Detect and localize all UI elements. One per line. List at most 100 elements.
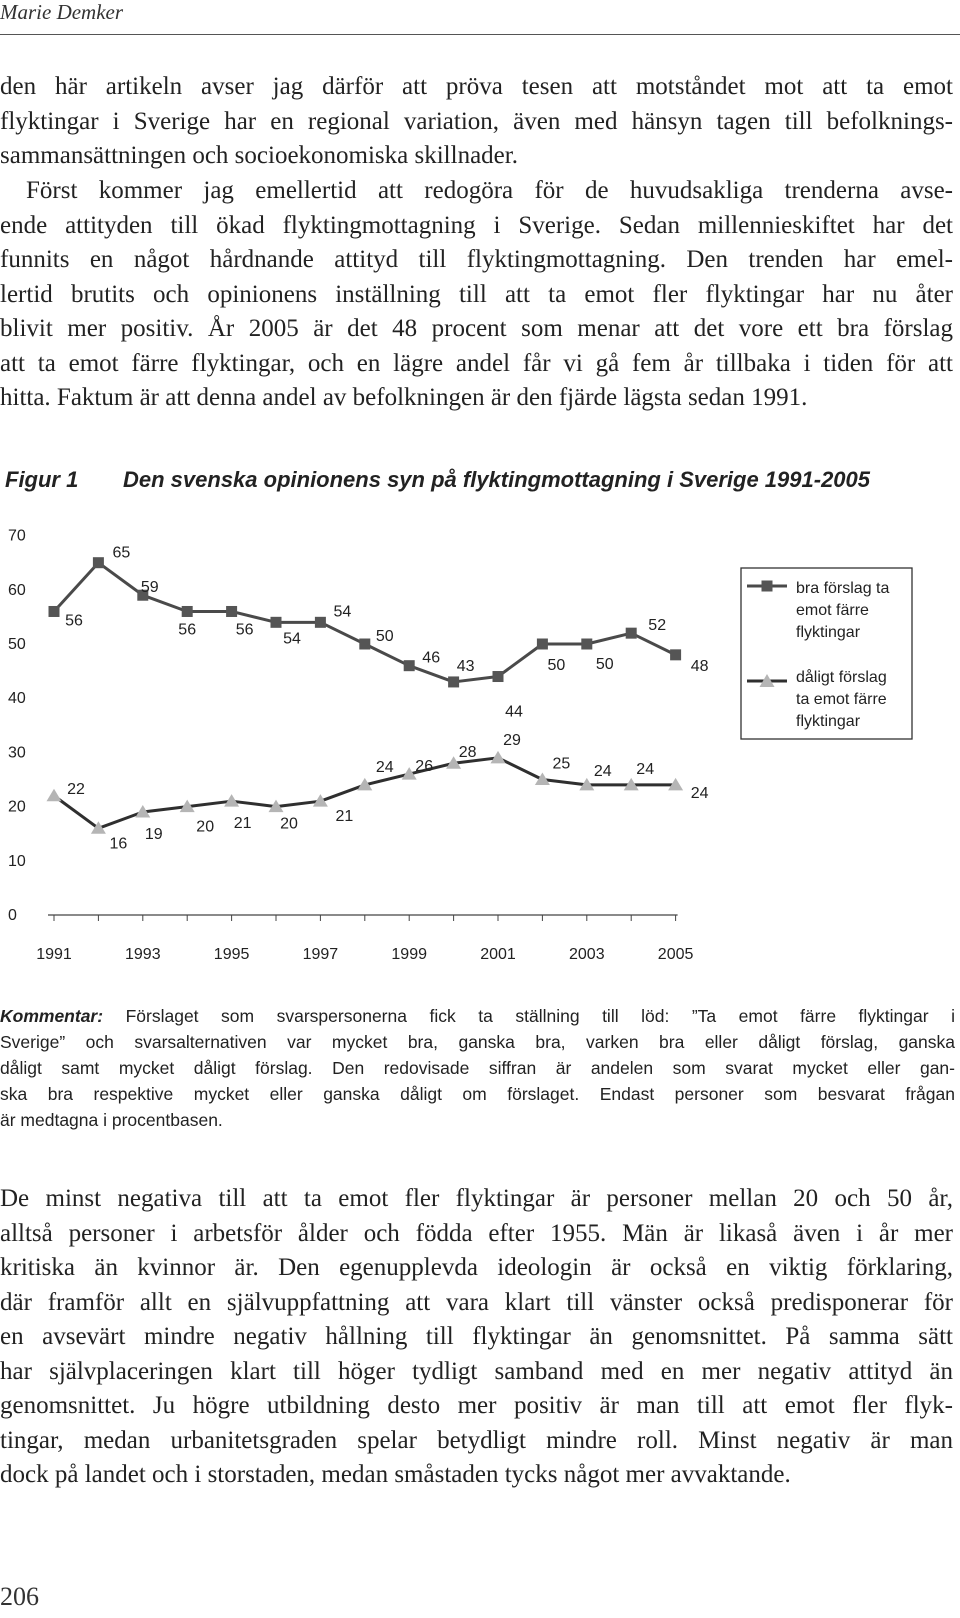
data-label-daligt: 20 [196,819,214,836]
triangle-marker [224,794,240,807]
intro-line: den här artikeln avser jag därför att pr… [0,73,953,100]
header-rule [0,34,960,35]
comment-line: dåligt samt mycket dåligt förslag. Den r… [0,1058,955,1078]
intro-line: flyktingar i Sverige har en regional var… [0,107,953,135]
legend-label-bra: emot färre [796,602,869,619]
figure-comment: Kommentar: Förslaget som svarspersonerna… [0,1003,955,1133]
triangle-marker [268,799,284,813]
data-label-daligt: 20 [280,816,298,833]
data-label-bra: 48 [691,658,709,675]
intro-line: sammansättningen och socioekonomiska ski… [0,142,518,169]
data-label-daligt: 25 [553,756,571,773]
running-head: Marie Demker [0,0,124,24]
data-label-bra: 50 [596,656,614,673]
triangle-marker [534,772,550,785]
triangle-marker [46,788,62,802]
data-label-bra: 56 [65,612,83,629]
data-label-bra: 54 [283,630,301,647]
closing-line: genomsnittet. Ju högre utbildning desto … [0,1392,953,1419]
data-label-bra: 54 [334,603,352,620]
x-tick-label: 1993 [125,946,161,963]
trend-line: lertid brutits och opinionens inställnin… [0,280,953,308]
y-tick-label: 40 [8,690,26,707]
legend-label-daligt: ta emot färre [796,691,887,708]
data-label-daligt: 26 [415,758,433,775]
data-label-daligt: 22 [67,781,85,798]
closing-line: De minst negativa till att ta emot fler … [0,1185,953,1212]
square-marker [492,671,504,683]
legend-label-bra: flyktingar [796,624,861,641]
data-label-daligt: 24 [376,759,394,776]
data-label-daligt: 29 [503,732,521,749]
square-marker [48,605,60,617]
square-marker [270,616,282,628]
figure-title: Den svenska opinionens syn på flyktingmo… [123,467,871,492]
data-label-bra: 44 [505,704,523,721]
series-line-daligt [53,756,676,830]
square-marker [181,605,193,617]
closing-paragraph: De minst negativa till att ta emot fler … [0,1182,953,1493]
data-label-daligt: 16 [110,835,128,852]
x-tick-label: 1991 [36,946,72,963]
legend-label-daligt: flyktingar [796,713,861,730]
triangle-marker [623,777,639,791]
triangle-marker [401,767,417,780]
triangle-marker [357,777,373,791]
legend-label-daligt: dåligt förslag [796,668,887,686]
square-marker [625,627,637,639]
square-marker [670,649,682,661]
x-tick-label: 1999 [391,946,427,963]
trend-line: Först kommer jag emellertid att redogöra… [26,177,953,204]
closing-line: där framför allt en självuppfattning att… [0,1288,953,1316]
data-label-bra: 52 [648,617,666,634]
legend-marker-daligt [759,674,775,687]
square-marker [226,605,238,617]
x-tick-label: 1997 [303,946,339,963]
square-marker [314,616,326,628]
trend-line: blivit mer positiv. År 2005 är det 48 pr… [0,315,953,342]
triangle-marker [490,750,506,764]
y-tick-label: 0 [8,907,17,924]
comment-line: Sverige” och svarsalternativen var mycke… [0,1032,955,1052]
x-tick-label: 2003 [569,946,605,963]
square-marker [448,676,460,688]
y-tick-label: 30 [8,744,26,761]
triangle-marker [135,805,151,818]
y-tick-label: 60 [8,582,26,599]
closing-line: alltså personer i arbetsför ålder och fö… [0,1219,953,1247]
data-label-bra: 56 [236,621,254,638]
trend-line: ende attityden till ökad flyktingmottagn… [0,211,953,239]
x-tick-label: 2001 [480,946,516,963]
trend-line: hitta. Faktum är att denna andel av befo… [0,384,808,411]
closing-line: har självplaceringen klart till höger ty… [0,1357,953,1385]
square-marker [581,638,593,650]
comment-line: ska bra respektive mycket eller ganska d… [0,1084,955,1104]
triangle-marker [579,777,595,791]
x-tick-label: 1995 [214,946,250,963]
data-label-bra: 59 [141,579,159,596]
page-number: 206 [0,1582,39,1611]
square-marker [536,638,548,650]
data-label-daligt: 24 [636,761,654,778]
closing-line: dock på landet och i storstaden, medan s… [0,1461,791,1488]
square-marker [137,589,149,601]
trend-line: att ta emot färre flyktingar, och en läg… [0,349,953,377]
data-label-bra: 43 [457,658,475,675]
comment-line: Förslaget som svarspersonerna fick ta st… [125,1006,955,1026]
data-label-daligt: 21 [234,815,252,832]
legend-marker-bra [761,580,773,592]
triangle-marker [446,756,462,769]
comment-line: är medtagna i procentbasen. [0,1110,223,1130]
data-label-daligt: 19 [145,826,163,843]
data-label-bra: 56 [178,621,196,638]
data-label-bra: 65 [113,545,131,562]
triangle-marker [668,777,684,791]
closing-line: kritiska än kvinnor är. Den egenupplevda… [0,1254,953,1281]
trend-line: funnits en något hårdnande attityd till … [0,246,953,273]
data-label-bra: 46 [422,650,440,667]
data-label-daligt: 28 [459,744,477,761]
square-marker [92,557,104,569]
trend-paragraph: Först kommer jag emellertid att redogöra… [0,174,953,416]
data-label-daligt: 24 [594,763,612,780]
intro-paragraph: den här artikeln avser jag därför att pr… [0,70,953,174]
